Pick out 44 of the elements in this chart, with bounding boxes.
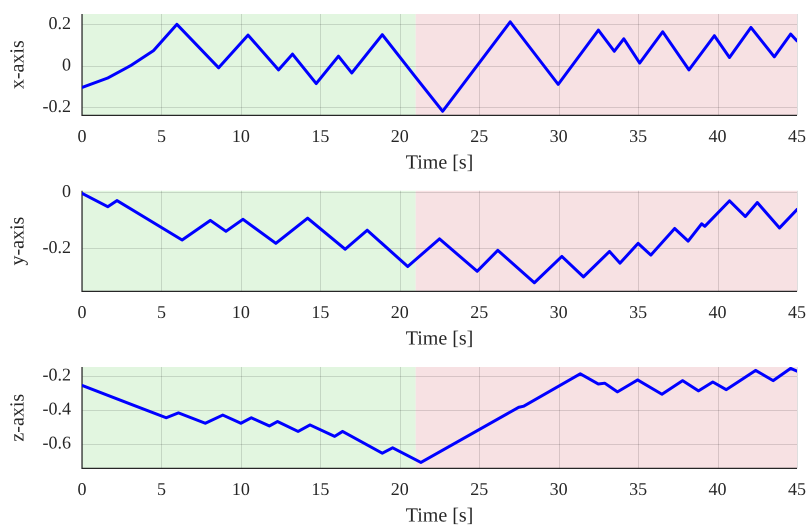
x-tick-label: 20 bbox=[390, 126, 409, 146]
x-tick-label: 10 bbox=[232, 126, 250, 146]
x-tick-label: 5 bbox=[156, 126, 166, 146]
x-tick-label: 20 bbox=[390, 478, 409, 499]
x-tick-label: 25 bbox=[470, 126, 488, 146]
y-tick-label: 0 bbox=[62, 54, 71, 74]
y-tick-label: -0.4 bbox=[42, 398, 71, 418]
x-tick-label: 35 bbox=[629, 302, 648, 322]
x-axis-title: Time [s] bbox=[406, 327, 474, 350]
x-tick-label: 20 bbox=[390, 302, 409, 322]
x-tick-label: 25 bbox=[470, 302, 488, 322]
y-tick-label: -0.2 bbox=[42, 364, 71, 384]
x-tick-label: 15 bbox=[311, 302, 330, 322]
x-tick-label: 0 bbox=[78, 478, 86, 499]
y-tick-label: 0.2 bbox=[48, 13, 71, 34]
y-tick-label: 0 bbox=[62, 180, 71, 201]
x-tick-label: 5 bbox=[156, 478, 166, 499]
x-tick-label: 35 bbox=[629, 126, 648, 146]
x-tick-label: 35 bbox=[629, 478, 648, 499]
x-tick-label: 30 bbox=[550, 126, 568, 146]
x-tick-label: 45 bbox=[788, 478, 806, 499]
x-tick-label: 5 bbox=[156, 302, 166, 322]
x-tick-label: 10 bbox=[232, 302, 250, 322]
y-axis-title: x-axis bbox=[6, 40, 28, 90]
y-axis-title: z-axis bbox=[6, 394, 28, 442]
x-tick-label: 15 bbox=[311, 126, 330, 146]
x-tick-label: 30 bbox=[550, 478, 568, 499]
x-tick-label: 0 bbox=[78, 126, 86, 146]
x-tick-label: 40 bbox=[708, 126, 727, 146]
x-axis-title: Time [s] bbox=[406, 504, 474, 526]
y-tick-label: -0.2 bbox=[42, 236, 71, 257]
x-axis-title: Time [s] bbox=[406, 151, 474, 174]
x-tick-label: 15 bbox=[311, 478, 330, 499]
x-tick-label: 45 bbox=[788, 126, 806, 146]
x-tick-label: 25 bbox=[470, 478, 488, 499]
y-tick-label: -0.6 bbox=[42, 432, 71, 452]
y-axis-title: y-axis bbox=[6, 216, 28, 266]
x-tick-label: 10 bbox=[232, 478, 250, 499]
x-tick-label: 30 bbox=[550, 302, 568, 322]
x-tick-label: 40 bbox=[708, 302, 727, 322]
x-tick-label: 0 bbox=[78, 302, 86, 322]
x-tick-label: 45 bbox=[788, 302, 806, 322]
y-tick-label: -0.2 bbox=[42, 96, 71, 116]
x-tick-label: 40 bbox=[708, 478, 727, 499]
